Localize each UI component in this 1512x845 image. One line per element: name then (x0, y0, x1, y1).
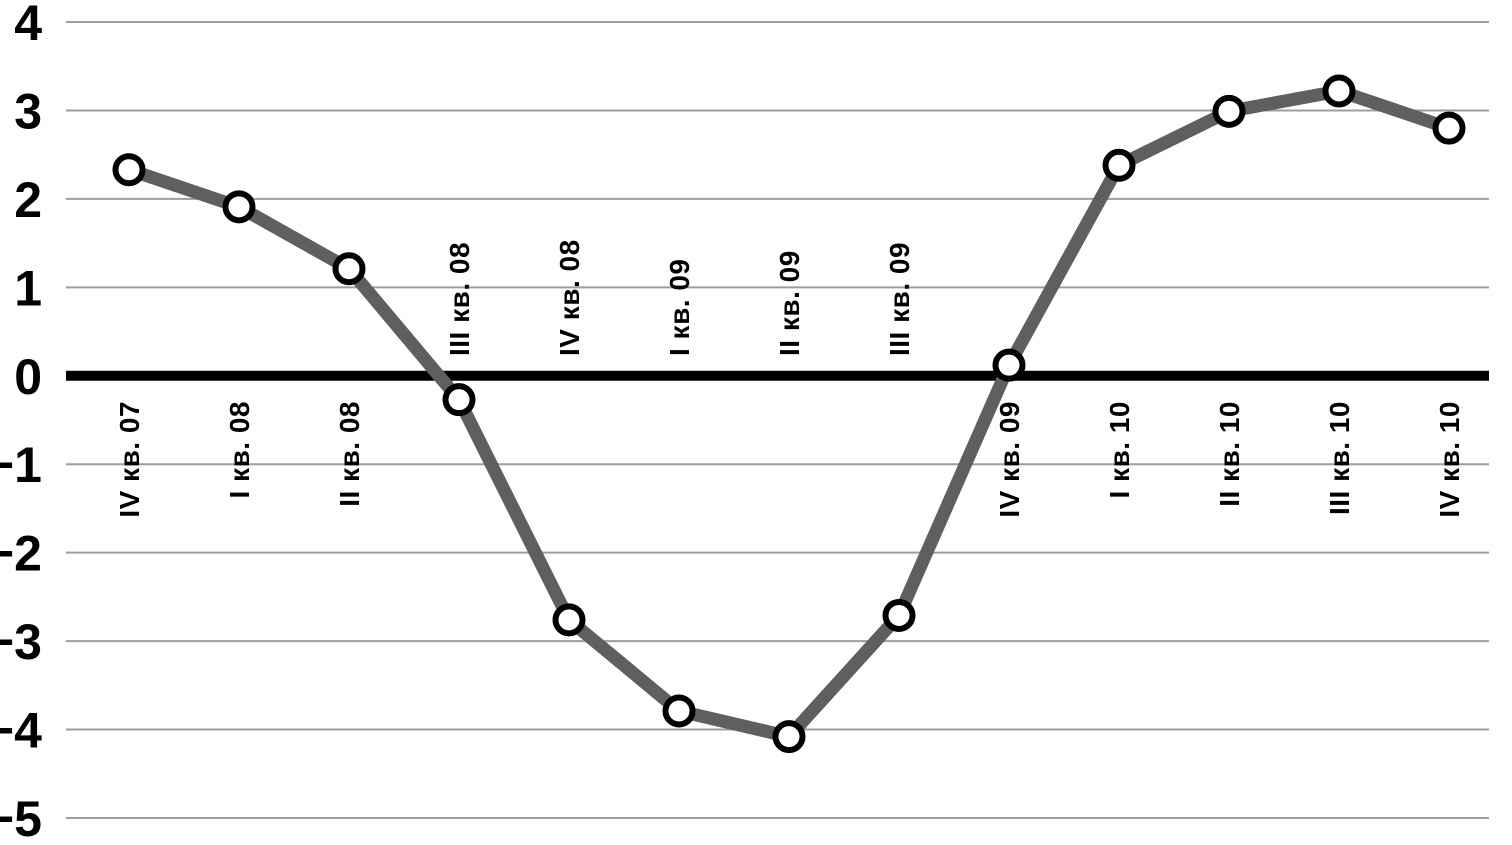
data-point-marker (1322, 74, 1356, 108)
x-axis-tick-label: II кв. 09 (774, 250, 805, 356)
data-point-marker (772, 720, 806, 754)
data-point-marker (442, 383, 476, 417)
x-axis-tick-label: IV кв. 09 (994, 401, 1025, 518)
y-axis-tick-label: −2 (0, 526, 42, 582)
x-axis-tick-label: I кв. 10 (1104, 401, 1135, 499)
y-axis-tick-label: 4 (14, 0, 42, 51)
x-axis-tick-label: I кв. 09 (664, 259, 695, 357)
data-point-marker (222, 190, 256, 224)
x-axis-tick-label: II кв. 08 (334, 401, 365, 507)
x-axis-tick-label: IV кв. 08 (554, 239, 585, 356)
data-point-marker (882, 598, 916, 632)
data-series-line (126, 84, 1452, 744)
y-axis-tick-labels: 4 3 2 1 0 −1 −2 −3 −4 −5 (0, 0, 42, 845)
y-axis-tick-label: −4 (0, 703, 42, 759)
y-axis-tick-label: 3 (14, 83, 42, 139)
x-axis-tick-labels: IV кв. 07 I кв. 08 II кв. 08 III кв. 08 IV к… (114, 239, 1465, 517)
data-point-markers (112, 74, 1466, 754)
data-point-marker (662, 694, 696, 728)
data-point-marker (1212, 94, 1246, 128)
data-point-marker (112, 153, 146, 187)
data-point-marker (1432, 111, 1466, 145)
y-axis-tick-label: 0 (14, 349, 42, 405)
data-point-marker (552, 603, 586, 637)
y-axis-tick-label: −5 (0, 791, 42, 840)
x-axis-tick-label: III кв. 08 (444, 242, 475, 356)
gridlines (66, 21, 1489, 819)
y-axis-tick-label: 2 (14, 172, 42, 228)
x-axis-tick-label: III кв. 10 (1324, 401, 1355, 515)
x-axis-tick-label: I кв. 08 (224, 401, 255, 499)
data-point-marker (1102, 148, 1136, 182)
x-axis-tick-label: III кв. 09 (884, 242, 915, 356)
y-axis-tick-label: 1 (14, 260, 42, 316)
series-polyline (126, 84, 1452, 744)
x-axis-tick-label: IV кв. 10 (1434, 401, 1465, 518)
y-axis-tick-label: −3 (0, 614, 42, 670)
x-axis-tick-label: II кв. 10 (1214, 401, 1245, 507)
data-point-marker (992, 348, 1026, 382)
y-axis-tick-label: −1 (0, 437, 42, 493)
x-axis-tick-label: IV кв. 07 (114, 401, 145, 518)
data-point-marker (332, 252, 366, 286)
